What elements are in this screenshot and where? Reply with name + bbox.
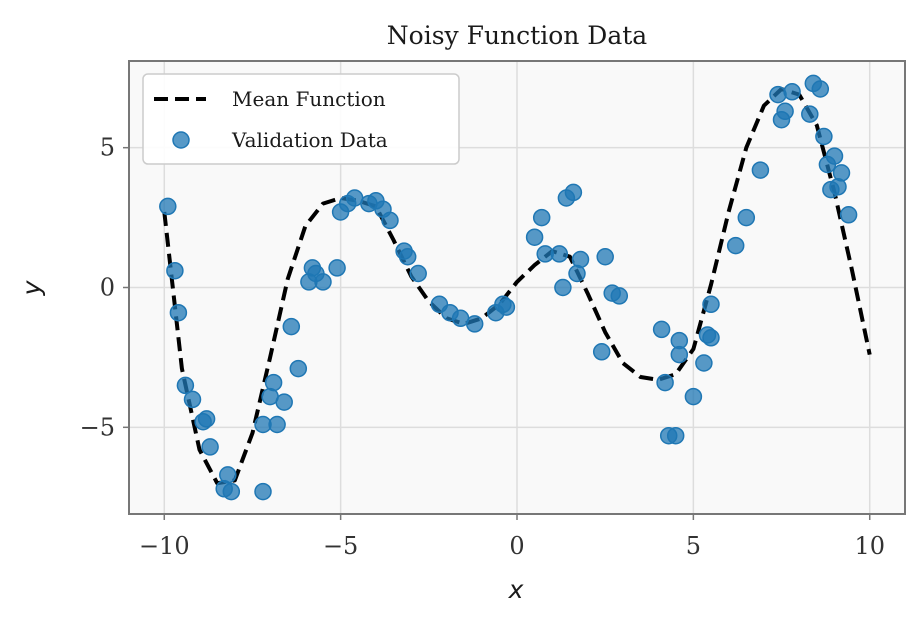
validation-data-point — [684, 387, 703, 406]
validation-data-point — [201, 438, 219, 456]
validation-data-point — [169, 303, 188, 322]
legend-validation-marker — [172, 131, 190, 149]
validation-data-point — [695, 354, 713, 372]
validation-data-point — [176, 376, 195, 395]
validation-points-layer — [159, 74, 858, 501]
validation-data-point — [737, 208, 756, 227]
validation-data-point — [314, 273, 332, 291]
y-tick-label: −5 — [80, 413, 115, 441]
validation-data-point — [222, 482, 241, 501]
validation-data-point — [166, 261, 184, 280]
validation-data-point — [751, 161, 770, 179]
validation-data-point — [815, 127, 833, 146]
validation-data-point — [670, 331, 689, 350]
validation-data-point — [554, 278, 572, 297]
validation-data-point — [159, 197, 177, 216]
validation-data-point — [264, 373, 283, 392]
validation-data-point — [328, 259, 346, 277]
validation-data-point — [465, 315, 484, 333]
validation-data-point — [254, 482, 272, 501]
validation-data-point — [839, 206, 858, 224]
validation-data-point — [183, 390, 202, 409]
validation-data-point — [702, 295, 720, 314]
validation-data-point — [801, 105, 819, 123]
validation-data-point — [532, 208, 551, 227]
validation-data-point — [726, 236, 745, 255]
validation-data-point — [776, 102, 794, 121]
validation-data-point — [769, 85, 787, 104]
mean-function-line — [162, 87, 872, 486]
validation-data-point — [282, 317, 301, 336]
validation-data-point — [666, 426, 685, 445]
legend-box — [142, 73, 460, 165]
legend-label-mean-function: Mean Function — [232, 87, 386, 111]
y-axis-label: y — [17, 279, 46, 296]
x-tick-label: 0 — [509, 532, 524, 560]
mean-function-layer — [162, 87, 872, 486]
validation-data-point — [398, 247, 417, 266]
chart-title: Noisy Function Data — [387, 21, 648, 50]
validation-data-point — [525, 228, 544, 246]
validation-data-point — [652, 320, 671, 339]
validation-data-point — [610, 287, 629, 305]
validation-data-point — [571, 250, 590, 269]
validation-data-point — [783, 83, 801, 101]
x-axis-label: x — [508, 575, 524, 604]
validation-data-point — [656, 373, 674, 392]
validation-data-point — [197, 410, 216, 428]
x-tick-label: 5 — [686, 532, 701, 560]
validation-data-point — [702, 329, 720, 347]
validation-data-point — [275, 393, 293, 411]
validation-data-point — [219, 466, 237, 484]
tick-layer: −10 −5 0 5 10 −5 0 5 — [80, 134, 885, 560]
y-tick-label: 5 — [100, 134, 115, 162]
validation-data-point — [596, 247, 614, 266]
validation-data-point — [564, 183, 583, 202]
x-tick-label: −10 — [139, 532, 190, 560]
validation-data-point — [289, 359, 308, 378]
validation-data-point — [268, 415, 286, 434]
validation-data-point — [592, 343, 611, 361]
y-tick-label: 0 — [100, 274, 115, 302]
legend-label-validation-data: Validation Data — [231, 128, 388, 152]
validation-data-point — [409, 264, 427, 283]
x-tick-label: 10 — [854, 532, 885, 560]
x-tick-label: −5 — [323, 532, 358, 560]
validation-data-point — [381, 211, 399, 230]
validation-data-point — [550, 245, 569, 263]
validation-data-point — [497, 298, 516, 316]
legend[interactable]: Mean Function Validation Data — [142, 73, 460, 165]
validation-data-point — [832, 164, 851, 182]
validation-data-point — [825, 147, 844, 165]
validation-data-point — [811, 80, 830, 98]
